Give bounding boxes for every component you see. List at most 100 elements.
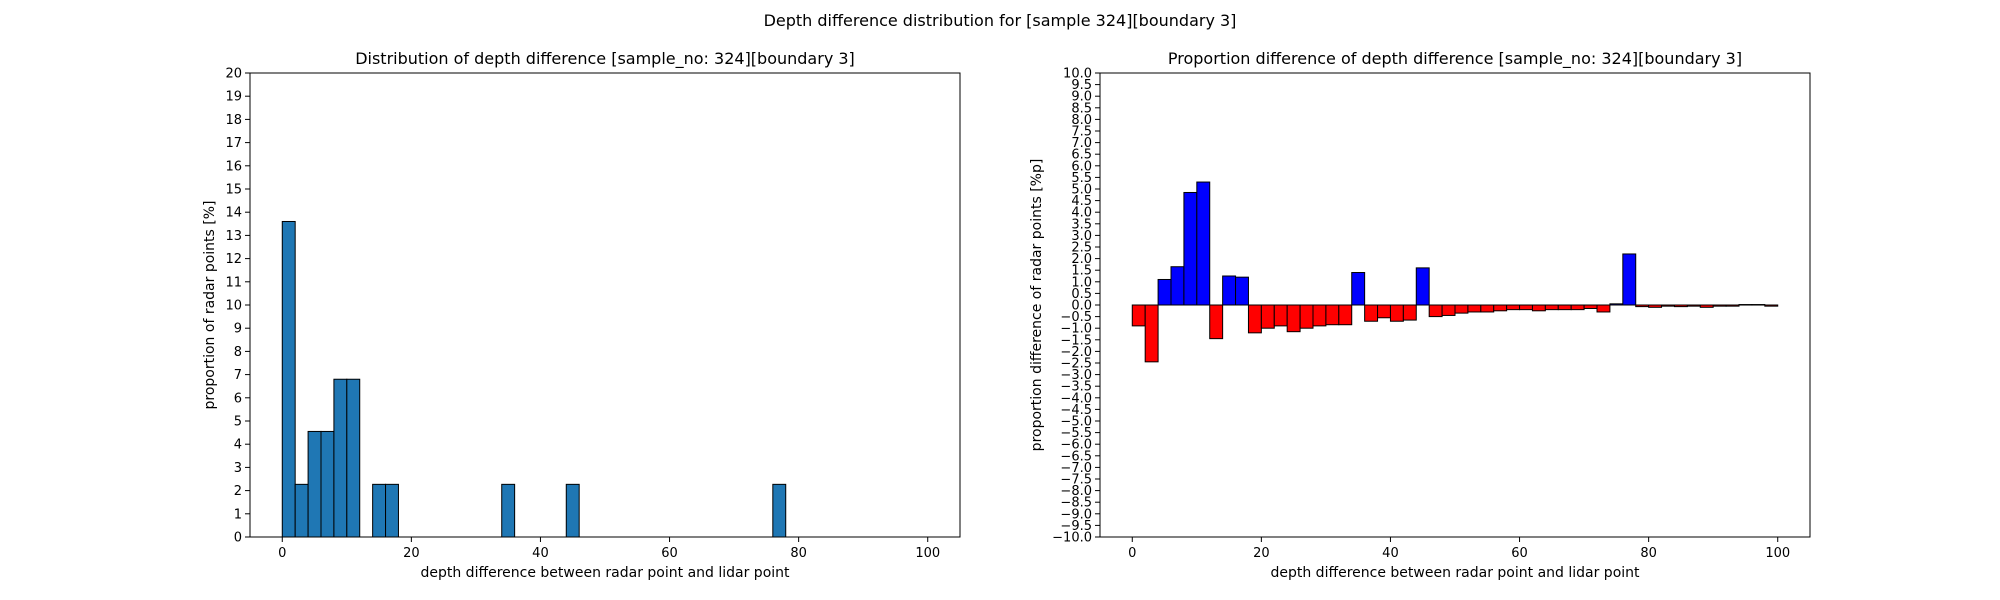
right-bar xyxy=(1686,304,1701,307)
right-ytick-label: 5.5 xyxy=(1071,171,1092,186)
right-bar xyxy=(1428,304,1443,318)
right-ytick-label: −9.5 xyxy=(1060,519,1092,534)
chart-left-xlabel: depth difference between radar point and… xyxy=(420,565,790,581)
left-bar xyxy=(333,378,348,538)
chart-left-ylabel: proportion of radar points [%] xyxy=(202,200,218,409)
right-bar xyxy=(1570,304,1585,311)
left-ytick-label: 5 xyxy=(234,415,242,430)
left-ytick-label: 20 xyxy=(225,67,242,82)
right-bar xyxy=(1622,253,1637,306)
right-ytick-label: 4.5 xyxy=(1071,194,1092,209)
right-ytick-label: −4.0 xyxy=(1060,391,1092,406)
left-ytick-label: 3 xyxy=(234,461,242,476)
right-bar xyxy=(1764,304,1779,307)
right-ytick-label: −5.0 xyxy=(1060,415,1092,430)
right-bar xyxy=(1364,304,1379,322)
left-xtick-label: 40 xyxy=(532,546,549,561)
chart-right-bars xyxy=(1131,181,1779,363)
right-bar xyxy=(1531,304,1546,312)
chart-right: Proportion difference of depth differenc… xyxy=(1029,49,1811,581)
right-ytick-label: 1.5 xyxy=(1071,264,1092,279)
right-ytick-label: −4.5 xyxy=(1060,403,1092,418)
right-ytick-label: −1.5 xyxy=(1060,333,1092,348)
right-bar xyxy=(1454,304,1469,314)
left-bar xyxy=(294,483,309,538)
left-bar xyxy=(501,483,516,538)
right-bar xyxy=(1557,304,1572,311)
right-ytick-label: 5.0 xyxy=(1071,183,1092,198)
left-ytick-label: 10 xyxy=(225,299,242,314)
right-bar xyxy=(1196,181,1211,306)
right-ytick-label: 10.0 xyxy=(1063,67,1092,82)
right-ytick-label: −7.0 xyxy=(1060,461,1092,476)
right-bar xyxy=(1222,275,1237,306)
right-xtick-label: 0 xyxy=(1128,546,1136,561)
right-bar xyxy=(1235,276,1249,306)
right-ytick-label: 8.0 xyxy=(1071,113,1092,128)
right-ytick-label: 8.5 xyxy=(1071,101,1092,116)
chart-right-title: Proportion difference of depth differenc… xyxy=(1168,49,1742,69)
left-bar xyxy=(772,483,787,538)
right-bar xyxy=(1738,304,1753,306)
left-ytick-label: 2 xyxy=(234,484,242,499)
right-ytick-label: 6.5 xyxy=(1071,148,1092,163)
right-ytick-label: −9.0 xyxy=(1060,507,1092,522)
right-bar xyxy=(1325,304,1340,326)
right-ytick-label: 7.5 xyxy=(1071,125,1092,140)
right-bar xyxy=(1493,304,1508,312)
right-xtick-label: 60 xyxy=(1511,546,1528,561)
right-bar xyxy=(1596,304,1611,313)
right-ytick-label: −0.5 xyxy=(1060,310,1092,325)
right-bar xyxy=(1183,191,1198,306)
left-ytick-label: 11 xyxy=(225,275,242,290)
right-bar xyxy=(1144,304,1159,363)
left-xtick-label: 0 xyxy=(278,546,286,561)
chart-left-bars xyxy=(281,220,787,538)
right-bar xyxy=(1467,304,1482,313)
right-bar xyxy=(1544,304,1559,311)
left-ytick-label: 0 xyxy=(234,531,242,546)
right-ytick-label: 2.0 xyxy=(1071,252,1092,267)
right-bar xyxy=(1519,304,1533,311)
right-ytick-label: −3.5 xyxy=(1060,380,1092,395)
right-bar xyxy=(1157,278,1172,306)
right-ytick-label: 3.5 xyxy=(1071,217,1092,232)
right-ytick-label: −8.0 xyxy=(1060,484,1092,499)
left-xtick-label: 20 xyxy=(403,546,420,561)
left-ytick-label: 4 xyxy=(234,438,242,453)
right-bar xyxy=(1131,304,1146,327)
right-bar xyxy=(1402,304,1417,321)
chart-right-yaxis: −10.0−9.5−9.0−8.5−8.0−7.5−7.0−6.5−6.0−5.… xyxy=(1052,67,1100,546)
right-xtick-label: 80 xyxy=(1640,546,1657,561)
right-ytick-label: −1.0 xyxy=(1060,322,1092,337)
right-bar xyxy=(1170,266,1185,306)
right-bar xyxy=(1699,304,1714,308)
right-bar xyxy=(1351,272,1366,306)
right-ytick-label: −2.0 xyxy=(1060,345,1092,360)
left-ytick-label: 12 xyxy=(225,252,242,267)
right-ytick-label: 9.5 xyxy=(1071,78,1092,93)
right-bar xyxy=(1389,304,1404,322)
right-ytick-label: 3.0 xyxy=(1071,229,1092,244)
right-bar xyxy=(1260,304,1275,329)
right-bar xyxy=(1635,304,1650,308)
left-ytick-label: 18 xyxy=(225,113,242,128)
left-xtick-label: 100 xyxy=(915,546,940,561)
right-bar xyxy=(1247,304,1262,334)
right-bar xyxy=(1209,304,1224,340)
right-bar xyxy=(1441,304,1456,316)
right-xtick-label: 100 xyxy=(1765,546,1790,561)
right-bar xyxy=(1583,304,1598,309)
right-bar xyxy=(1751,304,1766,306)
right-ytick-label: 0.5 xyxy=(1071,287,1092,302)
figure-suptitle: Depth difference distribution for [sampl… xyxy=(764,11,1237,30)
right-bar xyxy=(1415,267,1430,306)
left-xtick-label: 80 xyxy=(790,546,807,561)
left-ytick-label: 7 xyxy=(234,368,242,383)
right-bar xyxy=(1506,304,1521,311)
right-ytick-label: −3.0 xyxy=(1060,368,1092,383)
right-xtick-label: 40 xyxy=(1382,546,1399,561)
left-ytick-label: 17 xyxy=(225,136,242,151)
